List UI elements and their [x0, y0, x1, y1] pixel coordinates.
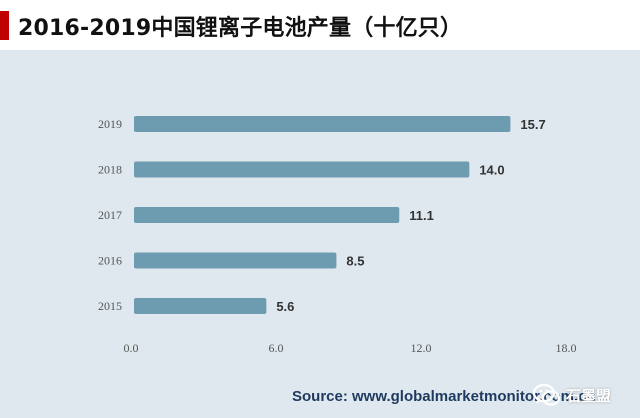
watermark: 石墨盟 [532, 380, 611, 410]
x-tick-label-0: 0.0 [124, 341, 139, 355]
category-label-2017: 2017 [98, 208, 122, 222]
category-label-2015: 2015 [98, 299, 122, 313]
chart-title: 2016-2019中国锂离子电池产量（十亿只） [18, 16, 463, 41]
bar-2018 [134, 161, 470, 178]
bar-2015 [134, 298, 267, 314]
category-label-2018: 2018 [98, 163, 122, 177]
value-label-2019: 15.7 [520, 117, 545, 132]
source-label: Source: www.globalmarketmonitor.com.cn [292, 388, 596, 405]
x-tick-label-2: 12.0 [411, 341, 432, 355]
value-label-2017: 11.1 [409, 208, 434, 223]
bar-2017 [134, 207, 400, 223]
title-accent-bar [0, 11, 9, 40]
title-band [0, 0, 640, 50]
value-label-2016: 8.5 [346, 254, 364, 269]
x-tick-label-3: 18.0 [556, 341, 577, 355]
value-label-2015: 5.6 [276, 299, 294, 314]
bar-2019 [134, 116, 511, 132]
category-label-2016: 2016 [98, 254, 122, 268]
category-label-2019: 2019 [98, 117, 122, 131]
watermark-text: 石墨盟 [566, 386, 612, 405]
wechat-icon [532, 383, 561, 406]
value-label-2018: 14.0 [479, 163, 504, 178]
x-tick-label-1: 6.0 [269, 341, 284, 355]
bar-2016 [134, 252, 337, 269]
